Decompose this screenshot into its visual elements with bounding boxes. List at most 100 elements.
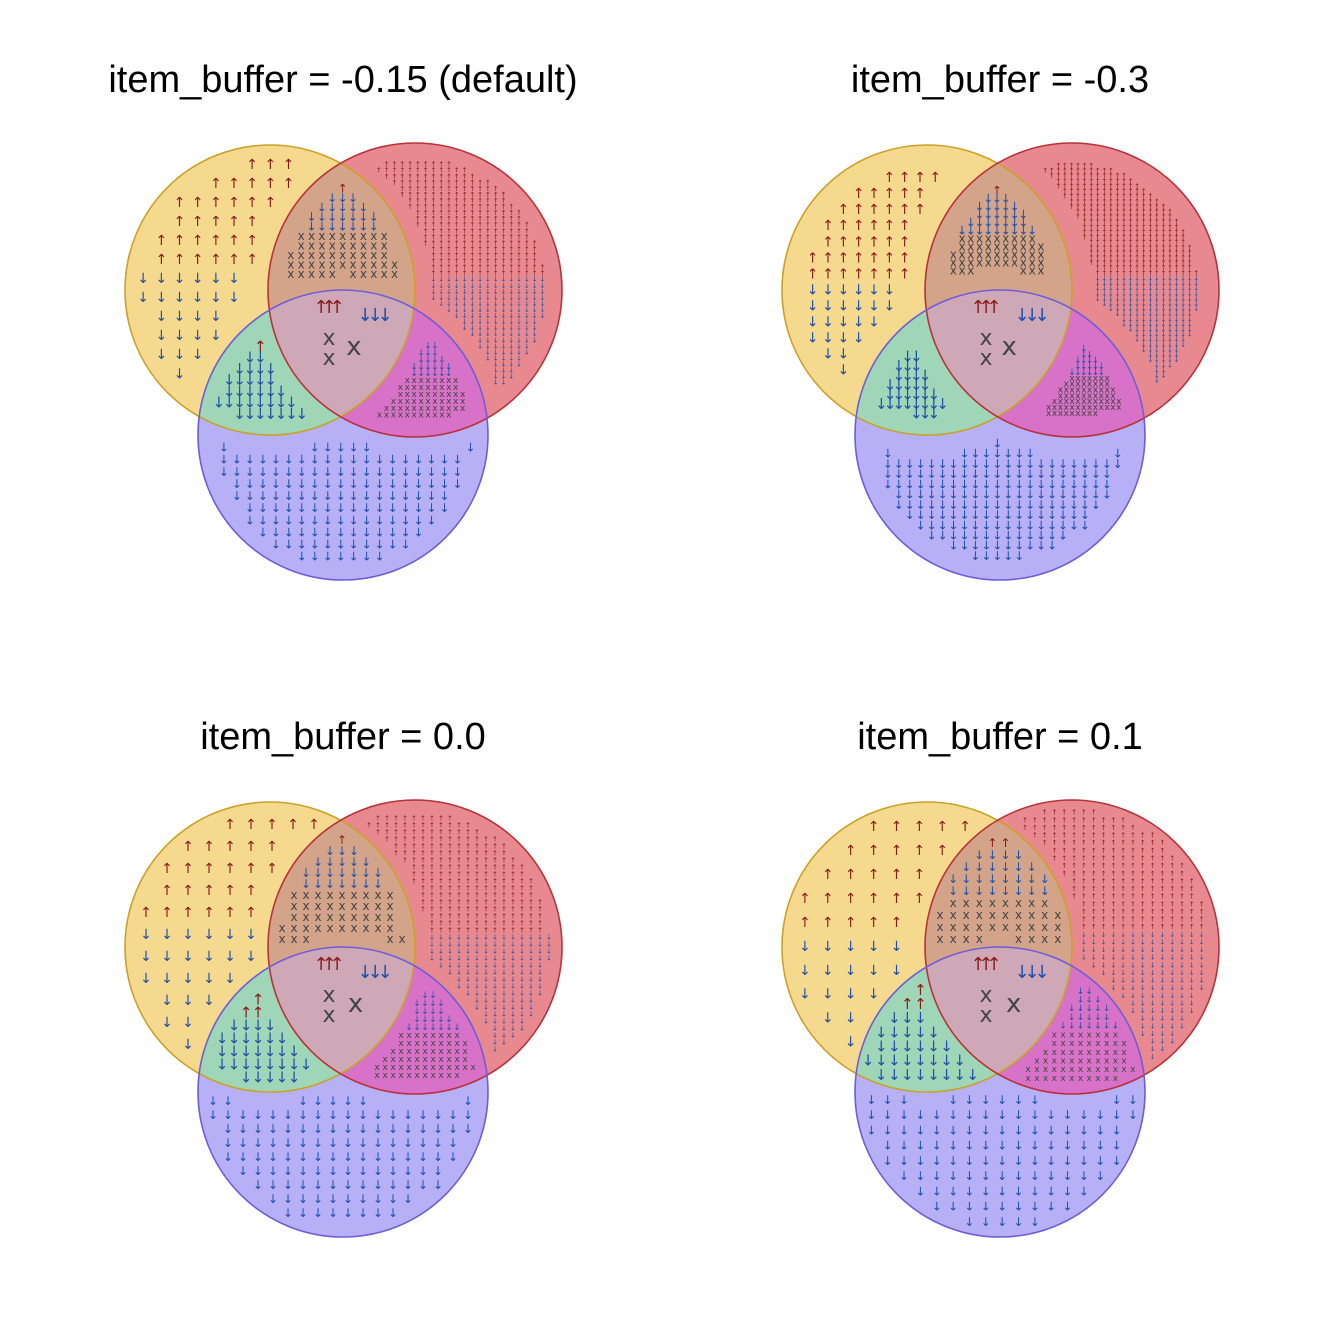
item-markers: ↑ ↑ ↑↑ ↑ ↑ ↑ ↑↑ ↑ ↑ ↑ ↑ ↑↑ ↑ ↑ ↑ ↑↑ ↑ ↑ ↑ ↑ ↑↑ ↑ ↑ ↑ ↑ ↑↓ ↓ ↓ ↓ ↓ ↓↓ ↓ ↓… (137, 157, 545, 564)
item-marker: ↓ (501, 933, 507, 941)
item-marker: ↓ (1160, 1007, 1166, 1015)
item-marker: x (422, 1055, 428, 1065)
item-marker: ↓ (245, 501, 255, 515)
item-marker: ↓ (997, 1200, 1007, 1214)
item-marker: ↓ (1169, 1038, 1175, 1046)
item-marker: ↑ (1088, 188, 1094, 196)
item-marker: ↓ (1130, 999, 1136, 1007)
item-marker: x (958, 264, 965, 278)
item-marker: x (360, 238, 367, 252)
item-marker: ↑ (224, 905, 236, 921)
item-marker: ↓ (375, 477, 385, 491)
item-marker: ↑ (1140, 885, 1146, 893)
item-marker: ↓ (914, 1023, 927, 1041)
item-marker: x (1121, 1048, 1127, 1058)
overlap-ac-region (855, 290, 1072, 435)
item-marker: ↓ (452, 465, 462, 479)
item-marker: x (950, 920, 957, 934)
item-marker: ↓ (546, 933, 552, 941)
item-marker: ↑ (454, 239, 460, 247)
item-marker: ↓ (361, 855, 371, 869)
item-marker: x (418, 404, 424, 414)
item-marker: ↑ (454, 245, 460, 253)
item-marker: ↑ (492, 856, 498, 864)
item-marker: ↓ (540, 276, 546, 284)
item-marker: ↓ (1080, 368, 1088, 378)
item-marker: ↓ (338, 191, 348, 205)
item-marker: ↓ (493, 360, 499, 368)
item-marker: ↑ (492, 849, 498, 857)
item-marker: ↑ (492, 835, 498, 843)
item-marker: ↑ (822, 266, 834, 282)
item-marker: ↑ (537, 898, 543, 906)
item-marker: ↓ (1013, 1093, 1023, 1107)
item-marker: ↓ (932, 1139, 942, 1153)
item-marker: ↓ (959, 518, 969, 532)
item-marker: ↑ (1121, 223, 1127, 231)
item-marker: ↓ (949, 457, 959, 471)
item-marker: ↓ (510, 975, 516, 983)
item-marker: ↑ (501, 905, 507, 913)
item-marker: ↑ (446, 209, 452, 217)
item-marker: ↓ (1169, 977, 1175, 985)
item-marker: ↑ (1088, 239, 1094, 247)
item-marker: ↓ (418, 1178, 428, 1192)
item-marker: x (1025, 1074, 1031, 1084)
item-marker: ↓ (1161, 346, 1167, 354)
item-marker: ↓ (884, 395, 897, 413)
item-marker: ↓ (1091, 488, 1101, 502)
item-marker: ↓ (501, 336, 507, 344)
item-marker: x (994, 232, 1001, 246)
item-marker: ↓ (1150, 977, 1156, 985)
item-marker: ↓ (418, 1164, 428, 1178)
item-marker: ↑ (1095, 249, 1101, 257)
item-marker: x (398, 1063, 404, 1073)
item-marker: ↓ (537, 947, 543, 955)
item-marker: ↓ (1141, 295, 1147, 303)
item-marker: ↓ (940, 1037, 953, 1055)
item-marker: ↑ (1154, 244, 1160, 252)
item-marker: x (1028, 908, 1035, 922)
item-marker: x (1069, 409, 1075, 419)
item-marker: ↑ (438, 877, 444, 885)
item-marker: ↓ (1174, 326, 1180, 334)
item-marker: ↑ (485, 227, 491, 235)
item-marker: ↓ (501, 367, 507, 375)
item-marker: ↓ (427, 513, 437, 527)
item-marker: ↑ (868, 250, 880, 266)
item-marker: x (1121, 1057, 1127, 1067)
item-marker: ↓ (1095, 290, 1101, 298)
item-marker: ↓ (1121, 305, 1127, 313)
item-marker: ↑ (929, 170, 941, 186)
item-marker: x (360, 257, 367, 271)
item-marker: x (1095, 1039, 1101, 1049)
item-marker: ↓ (1046, 1123, 1056, 1137)
item-marker: ↓ (1140, 1030, 1146, 1038)
item-marker: ↓ (888, 1052, 901, 1070)
item-marker: ↓ (492, 947, 498, 955)
item-marker: ↑ (1161, 228, 1167, 236)
item-marker: x (462, 1063, 468, 1073)
item-marker: x (446, 411, 452, 421)
item-marker: ↓ (519, 933, 525, 941)
item-marker: ↓ (1147, 341, 1153, 349)
venn-sets (781, 142, 1220, 581)
item-marker: ↓ (1025, 508, 1035, 522)
item-marker: ↑ (1091, 900, 1097, 908)
item-marker: ↑ (420, 821, 426, 829)
item-marker: x (374, 1063, 380, 1073)
item-marker: ↑ (868, 891, 880, 907)
item-marker: ↓ (822, 987, 834, 1003)
item-marker: ↓ (891, 963, 903, 979)
item-marker: ↓ (348, 191, 358, 205)
panel-title: item_buffer = 0.0 (200, 716, 486, 758)
item-marker: ↑ (438, 215, 444, 223)
item-marker: x (425, 383, 431, 393)
item-marker: ↓ (310, 489, 320, 503)
item-marker: x (374, 1071, 380, 1081)
item-marker: ↓ (959, 528, 969, 542)
item-marker: ↑ (501, 849, 507, 857)
item-marker: ↓ (413, 999, 421, 1009)
item-marker: ↓ (429, 1023, 437, 1033)
item-marker: ↓ (284, 525, 294, 539)
